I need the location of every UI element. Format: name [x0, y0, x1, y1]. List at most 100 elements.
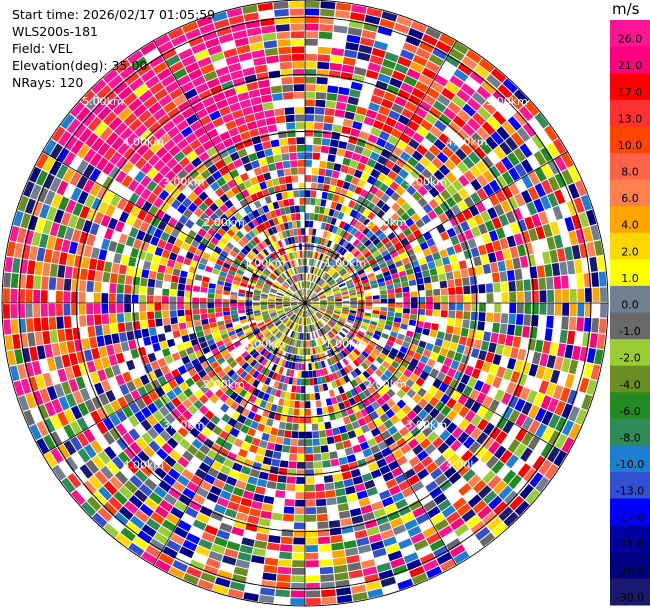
velocity-gate	[396, 410, 406, 420]
velocity-gate	[381, 430, 392, 440]
velocity-gate	[334, 325, 341, 331]
velocity-gate	[179, 270, 188, 278]
velocity-gate	[116, 293, 124, 303]
velocity-gate	[350, 303, 358, 306]
velocity-gate	[169, 296, 177, 303]
velocity-gate	[363, 77, 377, 87]
velocity-gate	[205, 265, 213, 273]
velocity-gate	[249, 395, 257, 404]
velocity-gate	[139, 303, 147, 312]
velocity-gate	[267, 203, 275, 212]
velocity-gate	[316, 289, 323, 295]
velocity-gate	[479, 141, 493, 155]
velocity-gate	[325, 312, 332, 317]
velocity-gate	[274, 596, 290, 605]
velocity-gate	[259, 87, 272, 96]
velocity-gate	[345, 547, 359, 557]
velocity-gate	[509, 291, 517, 303]
velocity-gate	[295, 499, 305, 507]
velocity-gate	[131, 56, 148, 71]
velocity-gate	[89, 425, 102, 439]
velocity-gate	[50, 414, 62, 430]
velocity-gate	[376, 387, 386, 397]
velocity-gate	[170, 187, 181, 199]
velocity-gate	[119, 65, 135, 80]
velocity-gate	[415, 377, 425, 387]
velocity-gate	[317, 330, 322, 337]
velocity-gate	[360, 324, 368, 331]
velocity-gate	[452, 192, 463, 204]
velocity-gate	[395, 379, 405, 389]
velocity-gate	[216, 284, 224, 290]
velocity-gate	[395, 260, 403, 268]
velocity-gate	[396, 207, 406, 217]
velocity-gate	[307, 317, 310, 325]
velocity-gate	[246, 266, 255, 273]
velocity-gate	[321, 191, 328, 200]
velocity-gate	[91, 347, 101, 360]
velocity-gate	[115, 170, 127, 184]
velocity-gate	[320, 399, 327, 407]
velocity-gate	[313, 275, 317, 283]
velocity-gate	[576, 317, 584, 332]
velocity-gate	[181, 107, 195, 119]
velocity-gate	[362, 262, 370, 269]
velocity-gate	[452, 458, 465, 471]
velocity-gate	[320, 360, 326, 368]
velocity-gate	[127, 179, 140, 192]
velocity-gate	[375, 356, 384, 365]
velocity-gate	[130, 247, 140, 258]
velocity-gate	[460, 373, 471, 385]
velocity-gate	[233, 421, 244, 431]
velocity-gate	[480, 450, 493, 464]
velocity-gate	[262, 572, 277, 581]
velocity-gate	[237, 296, 245, 300]
velocity-gate	[480, 210, 491, 223]
velocity-gate	[301, 333, 304, 340]
velocity-gate	[282, 283, 289, 289]
velocity-gate	[267, 254, 274, 262]
velocity-gate	[112, 456, 125, 470]
velocity-gate	[568, 359, 579, 375]
velocity-gate	[285, 292, 292, 297]
velocity-gate	[422, 93, 436, 106]
velocity-gate	[154, 303, 162, 311]
velocity-gate	[384, 324, 392, 331]
velocity-gate	[381, 383, 391, 393]
velocity-gate	[173, 94, 187, 107]
velocity-gate	[372, 250, 381, 258]
velocity-gate	[265, 280, 273, 286]
velocity-gate	[340, 314, 348, 319]
velocity-gate	[482, 263, 491, 274]
velocity-gate	[261, 240, 268, 248]
velocity-gate	[176, 192, 187, 203]
velocity-gate	[366, 242, 375, 251]
velocity-gate	[110, 323, 118, 334]
velocity-gate	[253, 270, 261, 277]
velocity-gate	[461, 56, 478, 70]
velocity-gate	[390, 250, 399, 258]
range-label: 1.00km	[325, 257, 367, 270]
velocity-gate	[547, 446, 561, 463]
velocity-gate	[83, 413, 96, 428]
velocity-gate	[467, 217, 477, 229]
velocity-gate	[273, 283, 280, 288]
velocity-gate	[311, 283, 316, 290]
velocity-gate	[300, 317, 303, 325]
velocity-gate	[447, 367, 457, 378]
velocity-gate	[391, 326, 400, 333]
velocity-gate	[354, 376, 363, 385]
velocity-gate	[122, 188, 134, 201]
velocity-gate	[108, 240, 118, 252]
velocity-gate	[574, 259, 583, 274]
velocity-gate	[351, 4, 367, 14]
velocity-gate	[278, 289, 285, 294]
velocity-gate	[143, 336, 152, 346]
velocity-gate	[297, 282, 301, 289]
velocity-gate	[276, 169, 285, 177]
velocity-gate	[199, 257, 208, 265]
velocity-gate	[321, 318, 327, 324]
velocity-gate	[243, 215, 252, 224]
velocity-gate	[502, 78, 518, 94]
velocity-gate	[482, 470, 496, 484]
